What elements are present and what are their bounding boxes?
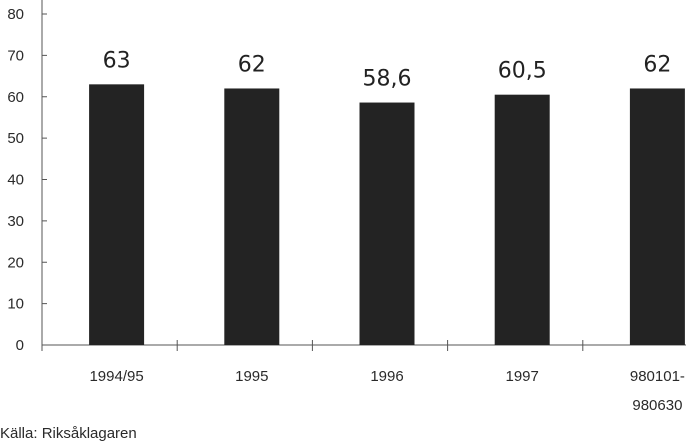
x-category-label: 980101- xyxy=(630,368,685,385)
y-tick-label: 0 xyxy=(16,337,24,354)
bar xyxy=(89,84,145,346)
x-category-label: 980630 xyxy=(632,397,682,414)
bars xyxy=(89,84,685,346)
x-category-label: 1996 xyxy=(370,368,403,385)
x-category-label: 1994/95 xyxy=(89,368,143,385)
axes: 0 10 20 30 40 50 60 70 80 xyxy=(7,0,686,354)
x-category-label: 1995 xyxy=(235,368,268,385)
y-tick-label: 60 xyxy=(7,89,24,106)
bar xyxy=(359,102,415,345)
y-tick-label: 50 xyxy=(7,130,24,147)
bar-value-label: 62 xyxy=(238,52,266,77)
bar-value-label: 58,6 xyxy=(363,67,412,92)
x-category-label: 1997 xyxy=(506,368,539,385)
y-tick-label: 80 xyxy=(7,6,24,23)
y-tick-label: 20 xyxy=(7,254,24,271)
bar-value-label: 60,5 xyxy=(498,59,547,84)
y-tick-label: 30 xyxy=(7,213,24,230)
bar xyxy=(629,88,685,345)
bar-value-label: 63 xyxy=(103,48,131,73)
y-tick-label: 40 xyxy=(7,172,24,189)
source-note: Källa: Riksåklagaren xyxy=(0,425,137,442)
bar xyxy=(494,94,550,346)
bar xyxy=(224,88,280,345)
y-tick-label: 10 xyxy=(7,296,24,313)
bar-value-label: 62 xyxy=(643,52,671,77)
y-tick-label: 70 xyxy=(7,47,24,64)
labels: 63 1994/95 62 1995 58,6 1996 60,5 1997 62 980101-… xyxy=(89,48,684,414)
